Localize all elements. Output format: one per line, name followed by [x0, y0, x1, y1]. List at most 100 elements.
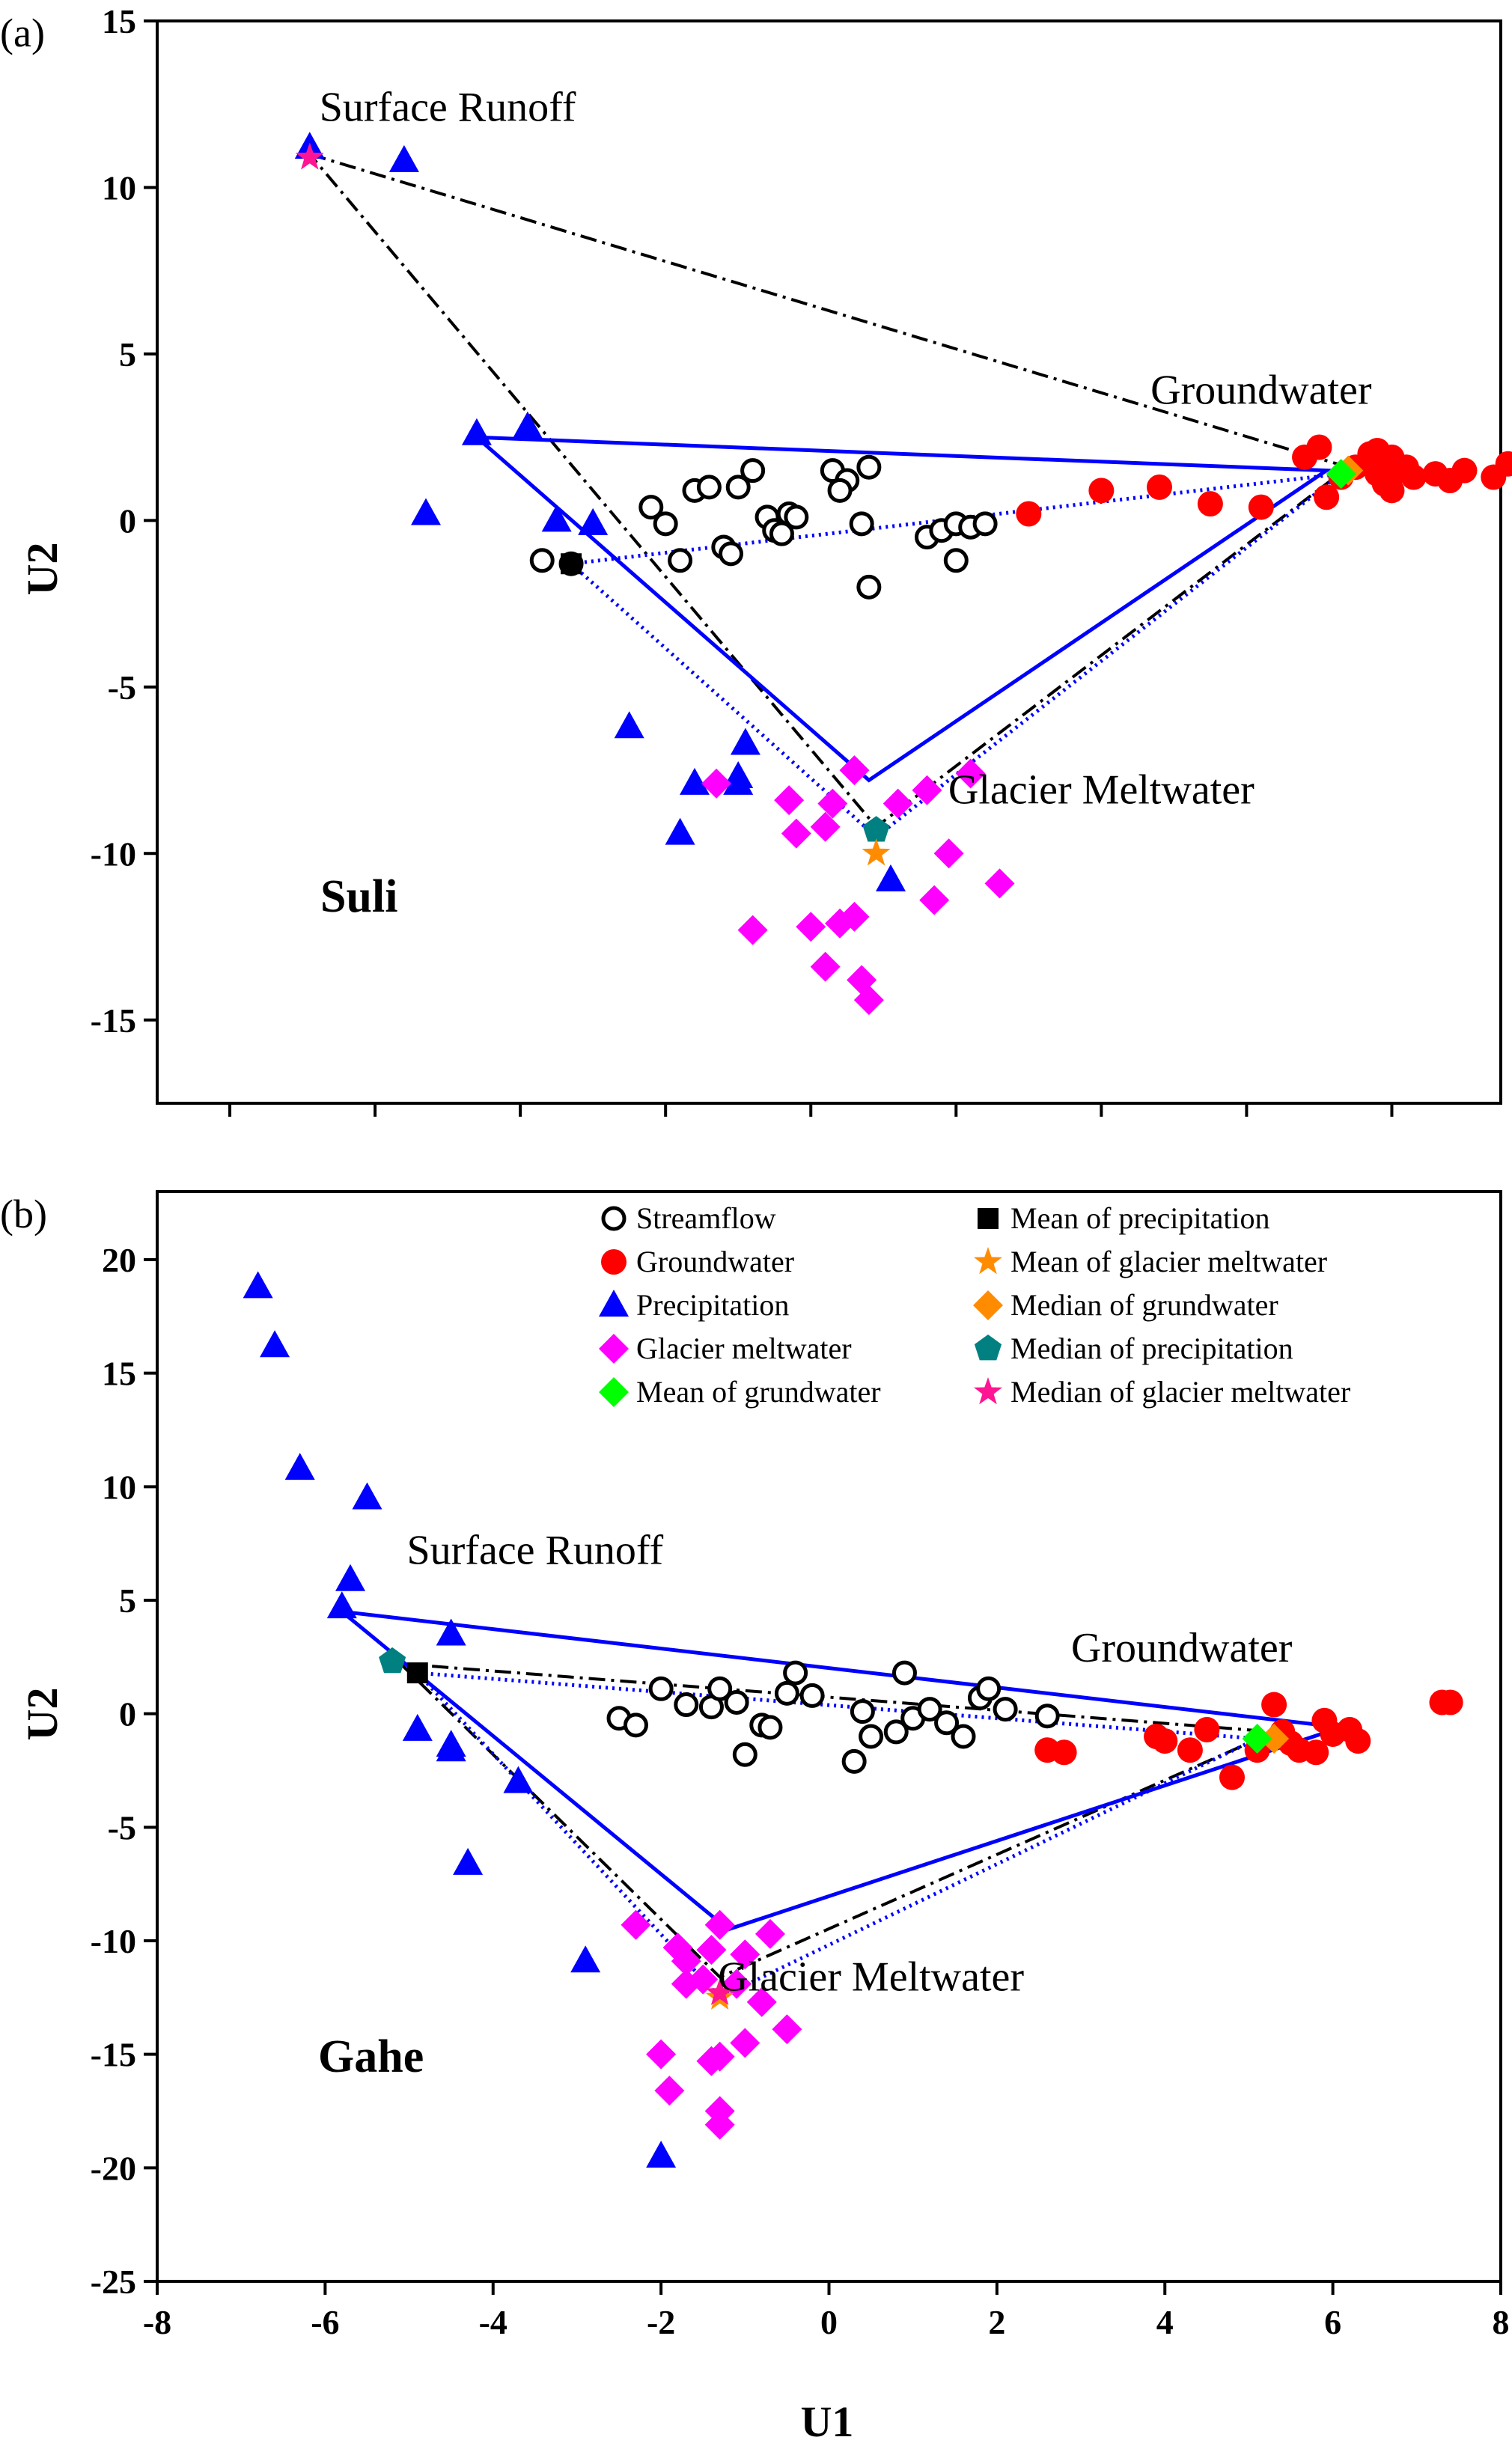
panel-a-point-glacier [817, 788, 848, 819]
legend: Streamflow Groundwater Precipitation Glacie… [599, 1201, 1350, 1409]
panel-b-point-streamflow [732, 1742, 757, 1767]
panel-b-point-mean-precip [406, 1662, 428, 1684]
panel-b-y-tick-label: -20 [91, 2149, 136, 2187]
panel-a-point-precipitation [665, 817, 695, 845]
panel-b-point-precipitation [503, 1766, 534, 1793]
panel-a-point-precipitation [388, 144, 419, 172]
panel-a-point-precipitation [614, 711, 644, 739]
panel-a-point-streamflow [653, 511, 678, 537]
panel-a-point-groundwater [1400, 464, 1427, 490]
panel-b-x-tick-label: 2 [988, 2303, 1005, 2341]
panel-a-point-glacier [810, 951, 841, 982]
panel-b-point-streamflow [648, 1676, 674, 1701]
panel-a-point-median-precip [862, 816, 890, 842]
panel-b-point-glacier [746, 1986, 777, 2017]
panel-a-point-streamflow [827, 478, 853, 503]
panel-a-point-precipitation [541, 504, 572, 532]
legend-marker-glacier [599, 1334, 629, 1364]
panel-a-point-precipitation [461, 418, 492, 445]
panel-a-site-label: Suli [320, 871, 397, 922]
panel-a-point-streamflow [784, 504, 809, 530]
panel-b-point-precipitation [243, 1271, 273, 1299]
panel-b-point-glacier [730, 1939, 760, 1970]
panel-b-point-streamflow [859, 1724, 884, 1749]
legend-marker-median-glacier [974, 1377, 1002, 1405]
panel-a-letter: (a) [0, 10, 45, 55]
legend-marker-precipitation [599, 1290, 629, 1317]
panel-b-point-streamflow [1034, 1704, 1060, 1729]
panel-a-point-streamflow [638, 495, 664, 520]
panel-b-series-mean-gw [1242, 1724, 1272, 1754]
panel-a-point-glacier [839, 755, 870, 786]
panel-a-point-streamflow [740, 458, 766, 484]
legend-marker-median-gw [973, 1290, 1003, 1320]
panel-b: (b) U2 U1 Gahe -25-20-15-10-505101520-8-… [0, 1190, 1510, 2446]
panel-b-x-tick-label: 6 [1324, 2303, 1341, 2341]
panel-b-point-streamflow [850, 1699, 875, 1724]
panel-a-point-precipitation [578, 507, 609, 535]
panel-b-point-glacier [654, 2076, 685, 2106]
panel-b-point-streamflow [951, 1724, 976, 1749]
panel-b-point-median-gw [1259, 1724, 1290, 1754]
panel-a-mixing-triangles [305, 151, 1352, 840]
panel-a-point-glacier [701, 768, 732, 799]
panel-b-point-precipitation [646, 2141, 677, 2168]
panel-b-point-precipitation [436, 1734, 466, 1762]
panel-a-y-tick-label: -10 [91, 835, 136, 873]
panel-b-point-glacier [730, 2028, 760, 2058]
panel-a-point-precipitation [875, 864, 906, 891]
panel-b-annotation: Groundwater [1071, 1625, 1293, 1671]
panel-a-point-groundwater [1248, 494, 1274, 520]
panel-a-point-glacier [853, 985, 884, 1016]
panel-a-point-groundwater [1016, 501, 1042, 527]
panel-a-point-precipitation [411, 498, 441, 525]
panel-a-plot-frame [156, 19, 1502, 1105]
panel-b-point-streamflow [993, 1697, 1018, 1722]
panel-b-x-tick-label: -8 [143, 2303, 171, 2341]
panel-a-point-precipitation [512, 411, 543, 439]
panel-a-point-glacier [737, 915, 768, 945]
panel-b-y-tick-label: 10 [102, 1468, 136, 1506]
panel-b-point-glacier [704, 1909, 735, 1940]
panel-b-point-median-glacier [705, 1977, 734, 2005]
legend-marker-streamflow [601, 1206, 627, 1231]
panel-b-triangle-dotted-blue [412, 1671, 1265, 2000]
panel-a-point-glacier [796, 912, 826, 942]
panel-b-series-precipitation [243, 1271, 677, 2168]
panel-b-point-precipitation [335, 1564, 366, 1591]
panel-a-point-groundwater [1451, 457, 1478, 484]
panel-a-point-groundwater [1197, 491, 1223, 517]
panel-a-y-tick-label: 0 [119, 501, 136, 540]
panel-b-point-streamflow [841, 1748, 867, 1774]
panel-b-series-median-precip [379, 1647, 406, 1674]
panel-b-triangle-dashdot-black [396, 1662, 1275, 1979]
panel-a-point-median-glacier [295, 142, 324, 170]
panel-b-x-tick-label: -6 [311, 2303, 339, 2341]
panel-a-triangle-dashdot-black [305, 151, 1352, 829]
panel-b-y-axis-title: U2 [18, 1688, 67, 1741]
panel-b-point-median-precip [379, 1647, 406, 1674]
legend-label-mean-gw: Mean of grundwater [636, 1375, 881, 1409]
panel-b-point-glacier [772, 2014, 802, 2045]
panel-b-point-precipitation [326, 1591, 357, 1619]
panel-a-y-tick-label: 15 [102, 2, 136, 40]
panel-b-point-streamflow [891, 1660, 917, 1686]
panel-b-series-mean-precip [406, 1662, 428, 1684]
legend-marker-mean-precip [978, 1208, 999, 1229]
legend-label-median-precip: Median of precipitation [1010, 1332, 1293, 1365]
panel-b-triangle-solid-blue [335, 1608, 1342, 1932]
panel-b-point-glacier [646, 2039, 677, 2070]
panel-b-point-groundwater [1194, 1716, 1220, 1742]
panel-a-y-tick-label: -5 [108, 668, 136, 707]
panel-a-point-glacier [825, 908, 856, 939]
legend-label-precipitation: Precipitation [636, 1288, 789, 1322]
panel-a-point-glacier [774, 785, 805, 816]
panel-b-point-streamflow [724, 1690, 749, 1715]
panel-b-point-precipitation [402, 1713, 433, 1741]
panel-a-point-streamflow [696, 475, 722, 500]
panel-b-point-streamflow [783, 1660, 808, 1686]
panel-b-point-streamflow [623, 1712, 648, 1738]
legend-marker-mean-glacier [974, 1247, 1002, 1275]
panel-a-annotation: Groundwater [1150, 367, 1372, 414]
panel-b-letter: (b) [0, 1192, 47, 1236]
